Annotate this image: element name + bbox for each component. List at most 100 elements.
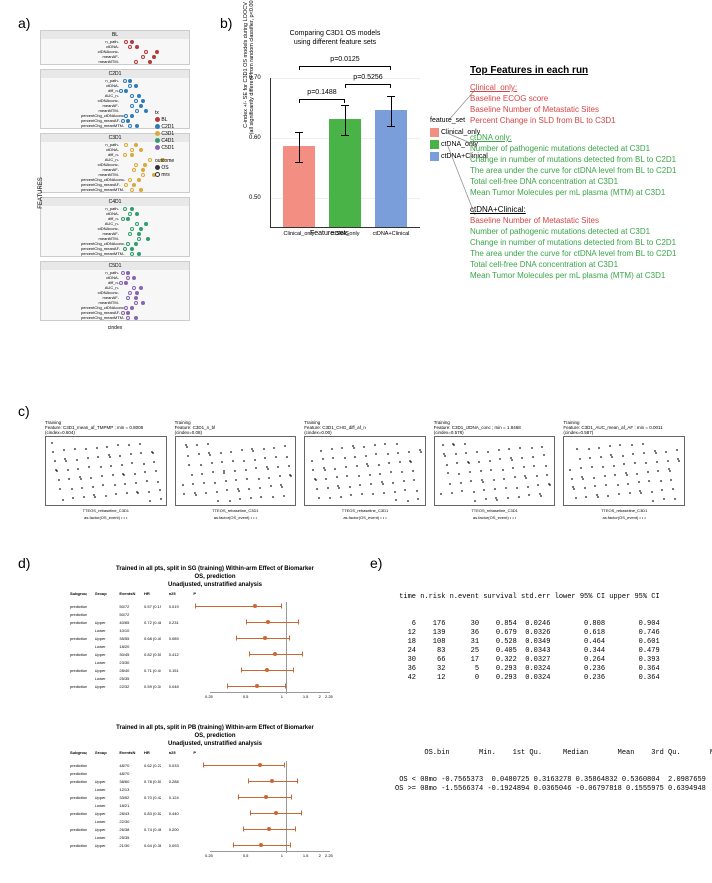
feature-group-name: ctDNA only: [470, 132, 700, 143]
bar-title-1: Comparing C3D1 OS models [235, 30, 435, 37]
dot [137, 252, 141, 256]
forest-row: prediction(70th, 0.00)Upper22/320.59 (0.… [70, 682, 360, 690]
dot [130, 114, 134, 118]
dot [132, 168, 136, 172]
dot [126, 296, 130, 300]
feature-item: Change in number of mutations detected f… [470, 154, 700, 165]
dot [128, 124, 132, 128]
dot [128, 291, 132, 295]
pval-label: p=0.1488 [307, 89, 336, 96]
dot [121, 119, 125, 123]
panel-label-c: c) [18, 403, 30, 419]
dot [146, 237, 150, 241]
dot [135, 45, 139, 49]
dot [141, 301, 145, 305]
dot [126, 271, 130, 275]
dot [123, 247, 127, 251]
dot [124, 183, 128, 187]
dot [130, 306, 134, 310]
forest-row: prediction(20th, 0.00)48/70 [70, 769, 360, 777]
dot [126, 119, 130, 123]
panel-d-forests: Trained in all pts, split in SG (trainin… [70, 565, 360, 883]
pval-label: p=0.5256 [353, 74, 382, 81]
bar-ylabel: C-index +/- SE for C3D1 OS models during… [243, 0, 255, 140]
scatter-title: Training Feature: C3D1_ctDNA_conc ; min … [434, 420, 556, 435]
dot [134, 316, 138, 320]
feature-item: Number of pathogenic mutations detected … [470, 226, 700, 237]
dot [135, 109, 139, 113]
scatter-title: Training Feature: C3D1_CHG_diff_af_n (ci… [304, 420, 426, 435]
dot [128, 212, 132, 216]
feature-item: Percent Change in SLD from BL to C3D1 [470, 115, 700, 126]
dot [135, 291, 139, 295]
dot [132, 183, 136, 187]
feature-item: The area under the curve for ctDNA level… [470, 248, 700, 259]
forest-row: Lower18/21 [70, 801, 360, 809]
forest-row: prediction(50th, 0.00)Upper28/430.83 (0.… [70, 809, 360, 817]
scatter-title: Training Feature: C3D1_n_bl (cindex=0.08… [175, 420, 297, 435]
scatter-xlabel: TTEOS_rebaseline_C3D1 [304, 508, 426, 513]
dot [135, 222, 139, 226]
table1-header: time n.risk n.event survival std.err low… [395, 593, 685, 602]
dot [144, 50, 148, 54]
forest-plot-0: Trained in all pts, split in SG (trainin… [70, 565, 360, 704]
scatter-2: Training Feature: C3D1_CHG_diff_af_n (ci… [304, 420, 426, 520]
forest-title: Trained in all pts, split in SG (trainin… [70, 565, 360, 589]
panel-c-scatters: Training Feature: C3D1_mean_af_TMPMP ; m… [45, 420, 685, 520]
dot [126, 311, 130, 315]
dot [134, 60, 138, 64]
dot [141, 173, 145, 177]
feature-item: Number of pathogenic mutations detected … [470, 143, 700, 154]
dot [130, 207, 134, 211]
feature-item: Mean Tumor Molecules per mL plasma (MTM)… [470, 270, 700, 281]
dot [126, 217, 130, 221]
pval-label: p=0.0125 [330, 56, 359, 63]
panel-label-b: b) [220, 15, 232, 31]
feature-item: Change in number of mutations detected f… [470, 237, 700, 248]
dot [141, 168, 145, 172]
dot [137, 232, 141, 236]
scatter-sublabel: as.factor(OS_event) • • • [434, 515, 556, 520]
dot [130, 227, 134, 231]
table1-row: 30 66 17 0.322 0.0327 0.264 0.393 [395, 656, 685, 665]
dot [137, 94, 141, 98]
dot [144, 222, 148, 226]
forest-row: Lower18/20 [70, 642, 360, 650]
panel-b-barchart: Comparing C3D1 OS models using different… [235, 30, 435, 260]
dot [130, 153, 134, 157]
feature-group-name: ctDNA+Clinical: [470, 204, 700, 215]
forest-row: prediction(60th, 0.00)Upper28/400.71 (0.… [70, 666, 360, 674]
row-label: percentChg_meanMTM- [81, 251, 119, 256]
dot [124, 143, 128, 147]
table2-row: OS >= 08mo -1.5566374 -0.1924894 0.03650… [395, 785, 685, 794]
bar-ctDNA+Clinical [375, 110, 407, 227]
dot [143, 163, 147, 167]
forest-row: prediction(10th, 0.00)48/700.62 (0.22 - … [70, 761, 360, 769]
bar-xlabel: ctDNA+Clinical [371, 231, 411, 237]
panel-a-dotplot: BLn_path-ctDNA-ctDNAconc-meanAF-meanMTM-… [40, 30, 190, 331]
dot [123, 153, 127, 157]
dot [135, 212, 139, 216]
forest-row: Lower25/35 [70, 833, 360, 841]
dot [124, 114, 128, 118]
dot [134, 301, 138, 305]
forest-row: Lower12/13 [70, 785, 360, 793]
dot [130, 104, 134, 108]
scatter-xlabel: TTEOS_rebaseline_C3D1 [434, 508, 556, 513]
dot [128, 232, 132, 236]
forest-row: prediction(60th, 0.00)Upper26/380.74 (0.… [70, 825, 360, 833]
dot [134, 99, 138, 103]
dot [126, 276, 130, 280]
scatter-xlabel: TTEOS_rebaseline_C3D1 [45, 508, 167, 513]
feature-item: Baseline Number of Metastatic Sites [470, 215, 700, 226]
dot [124, 40, 128, 44]
bar-chart-area: 0.500.600.70Clinical_onlyctDNA_onlyctDNA… [270, 78, 420, 228]
dot [141, 55, 145, 59]
dot [132, 276, 136, 280]
scatter-title: Training Feature: C3D1_AUC_mean_af_AF ; … [563, 420, 685, 435]
dot [130, 148, 134, 152]
dot [126, 242, 130, 246]
table1-row: 36 32 5 0.293 0.0324 0.236 0.364 [395, 665, 685, 674]
scatter-sublabel: as.factor(OS_event) • • • [304, 515, 426, 520]
dot [130, 247, 134, 251]
